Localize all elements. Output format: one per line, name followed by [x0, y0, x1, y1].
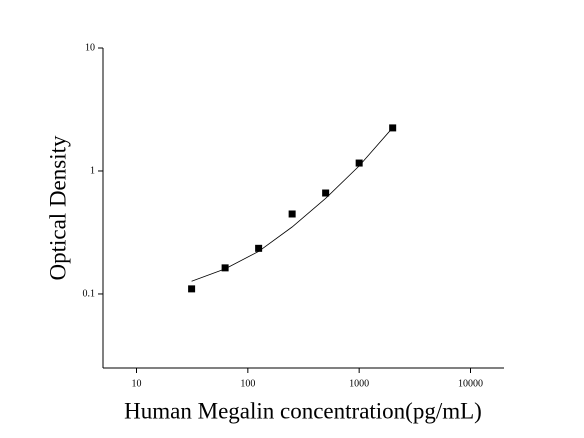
x-tick-label: 10000: [458, 378, 483, 389]
point: [255, 244, 263, 252]
point: [389, 124, 397, 132]
y-tick-label: 0.1: [83, 288, 96, 299]
point: [322, 189, 330, 197]
point: [221, 264, 229, 272]
fit-curve: [191, 127, 394, 282]
y-tick-label: 1: [90, 165, 95, 176]
point: [288, 210, 296, 218]
point: [188, 285, 196, 293]
x-tick-label: 100: [240, 378, 255, 389]
point: [355, 159, 363, 167]
y-tick-label: 10: [85, 42, 95, 53]
y-axis-title: Optical Density: [45, 135, 70, 280]
x-tick-label: 1000: [349, 378, 369, 389]
x-axis-title: Human Megalin concentration(pg/mL): [124, 398, 482, 423]
x-tick-label: 10: [132, 378, 142, 389]
